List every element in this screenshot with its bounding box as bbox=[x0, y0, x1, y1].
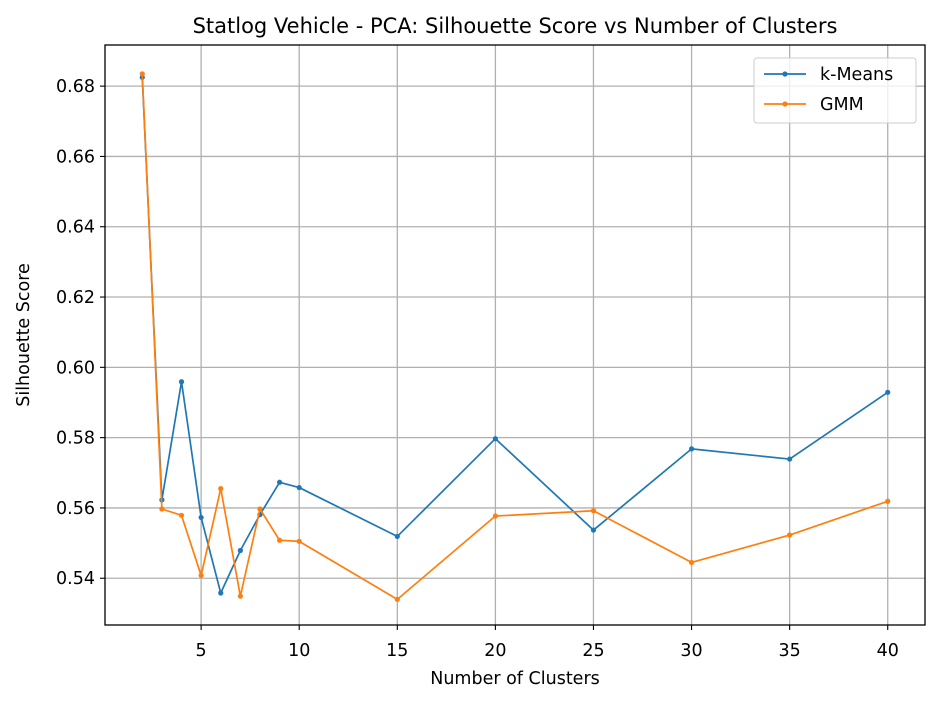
data-point-gmm bbox=[178, 512, 185, 518]
data-point-gmm bbox=[257, 506, 263, 512]
y-tick-label: 0.64 bbox=[56, 218, 95, 238]
data-point-gmm bbox=[237, 593, 243, 599]
series-layer bbox=[139, 71, 891, 602]
y-tick-label: 0.60 bbox=[56, 358, 95, 378]
y-tick-label: 0.62 bbox=[56, 288, 95, 308]
data-point-k-means bbox=[218, 590, 224, 596]
data-point-k-means bbox=[590, 527, 597, 533]
y-axis-label: Silhouette Score bbox=[14, 263, 34, 407]
data-point-gmm bbox=[590, 508, 597, 514]
x-tick-label: 20 bbox=[484, 641, 506, 661]
x-axis-label: Number of Clusters bbox=[430, 669, 600, 689]
series-k-means bbox=[139, 74, 891, 596]
plot-frame bbox=[104, 44, 926, 626]
data-point-gmm bbox=[139, 71, 145, 77]
data-point-k-means bbox=[885, 389, 891, 395]
data-point-k-means bbox=[178, 379, 185, 385]
axes: 5 10 15 20 25 30 35 40 0.54 0.56 0.58 0.60 0.62 0.64 0… bbox=[56, 77, 899, 661]
y-tick-label: 0.68 bbox=[56, 77, 95, 97]
data-point-k-means bbox=[296, 484, 302, 491]
data-point-gmm bbox=[198, 572, 204, 579]
legend: k-Means GMM bbox=[753, 57, 917, 124]
data-point-gmm bbox=[492, 513, 498, 519]
data-point-gmm bbox=[885, 498, 891, 504]
data-point-gmm bbox=[159, 506, 165, 512]
y-tick-label: 0.54 bbox=[56, 569, 95, 589]
data-point-k-means bbox=[237, 547, 243, 554]
data-point-gmm bbox=[218, 486, 224, 492]
y-tick-label: 0.56 bbox=[56, 499, 95, 519]
legend-kmeans-label: k-Means bbox=[820, 65, 893, 85]
legend-gmm-label: GMM bbox=[820, 95, 864, 115]
x-tick-label: 35 bbox=[779, 641, 801, 661]
x-tick-label: 40 bbox=[877, 641, 899, 661]
data-point-k-means bbox=[276, 479, 283, 485]
series-gmm bbox=[139, 71, 891, 602]
data-point-k-means bbox=[688, 446, 695, 452]
data-point-gmm bbox=[276, 537, 283, 543]
data-point-k-means bbox=[787, 456, 793, 462]
y-tick-label: 0.58 bbox=[56, 429, 95, 449]
chart-title: Statlog Vehicle - PCA: Silhouette Score … bbox=[193, 14, 838, 38]
data-point-k-means bbox=[394, 533, 400, 540]
x-tick-label: 30 bbox=[680, 641, 702, 661]
data-point-k-means bbox=[492, 436, 498, 442]
legend-kmeans-marker bbox=[782, 71, 788, 77]
data-point-gmm bbox=[296, 538, 302, 544]
y-tick-label: 0.66 bbox=[56, 147, 95, 167]
data-point-gmm bbox=[394, 596, 400, 602]
x-tick-label: 10 bbox=[288, 641, 310, 661]
data-point-gmm bbox=[787, 532, 793, 538]
data-point-gmm bbox=[688, 559, 695, 566]
data-point-k-means bbox=[198, 514, 204, 521]
grid bbox=[105, 45, 925, 625]
x-tick-label: 15 bbox=[386, 641, 408, 661]
x-tick-label: 5 bbox=[196, 641, 207, 661]
legend-gmm-marker bbox=[782, 101, 788, 107]
x-tick-label: 25 bbox=[582, 641, 604, 661]
